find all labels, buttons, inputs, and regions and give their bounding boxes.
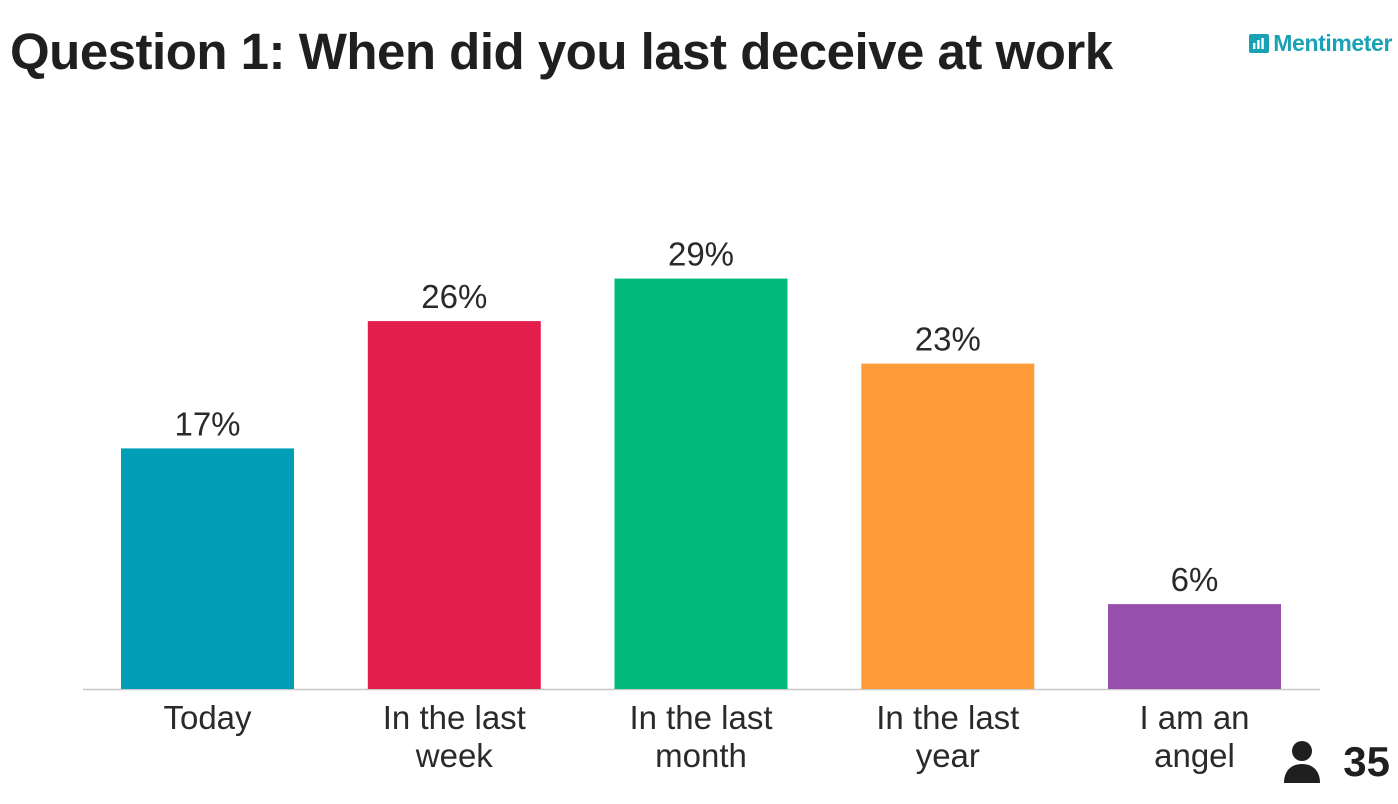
question-title: Question 1: When did you last deceive at… bbox=[10, 23, 1113, 80]
bar-value-label: 6% bbox=[1171, 561, 1219, 598]
bar bbox=[121, 448, 294, 689]
mentimeter-logo-icon bbox=[1249, 34, 1270, 53]
category-label: angel bbox=[1154, 737, 1235, 774]
bar bbox=[1108, 604, 1281, 689]
category-label: I am an bbox=[1139, 699, 1249, 736]
category-label: week bbox=[415, 737, 494, 774]
bar bbox=[861, 363, 1035, 689]
bar bbox=[614, 278, 788, 689]
bar-value-label: 26% bbox=[421, 278, 487, 315]
category-label: In the last bbox=[383, 699, 526, 736]
bar-value-label: 17% bbox=[174, 405, 240, 442]
category-label: In the last bbox=[876, 699, 1019, 736]
category-label: Today bbox=[163, 699, 252, 736]
response-count: 35 bbox=[1283, 738, 1390, 786]
person-icon bbox=[1284, 741, 1321, 783]
bar-value-label: 23% bbox=[915, 321, 981, 358]
category-label: month bbox=[655, 737, 747, 774]
response-count-value: 35 bbox=[1343, 738, 1390, 785]
brand-name: Mentimeter bbox=[1273, 30, 1392, 56]
category-label: year bbox=[916, 737, 980, 774]
bar-value-label: 29% bbox=[668, 236, 734, 273]
bar bbox=[367, 321, 541, 689]
mentimeter-brand: Mentimeter bbox=[1249, 30, 1392, 57]
category-label: In the last bbox=[629, 699, 772, 736]
